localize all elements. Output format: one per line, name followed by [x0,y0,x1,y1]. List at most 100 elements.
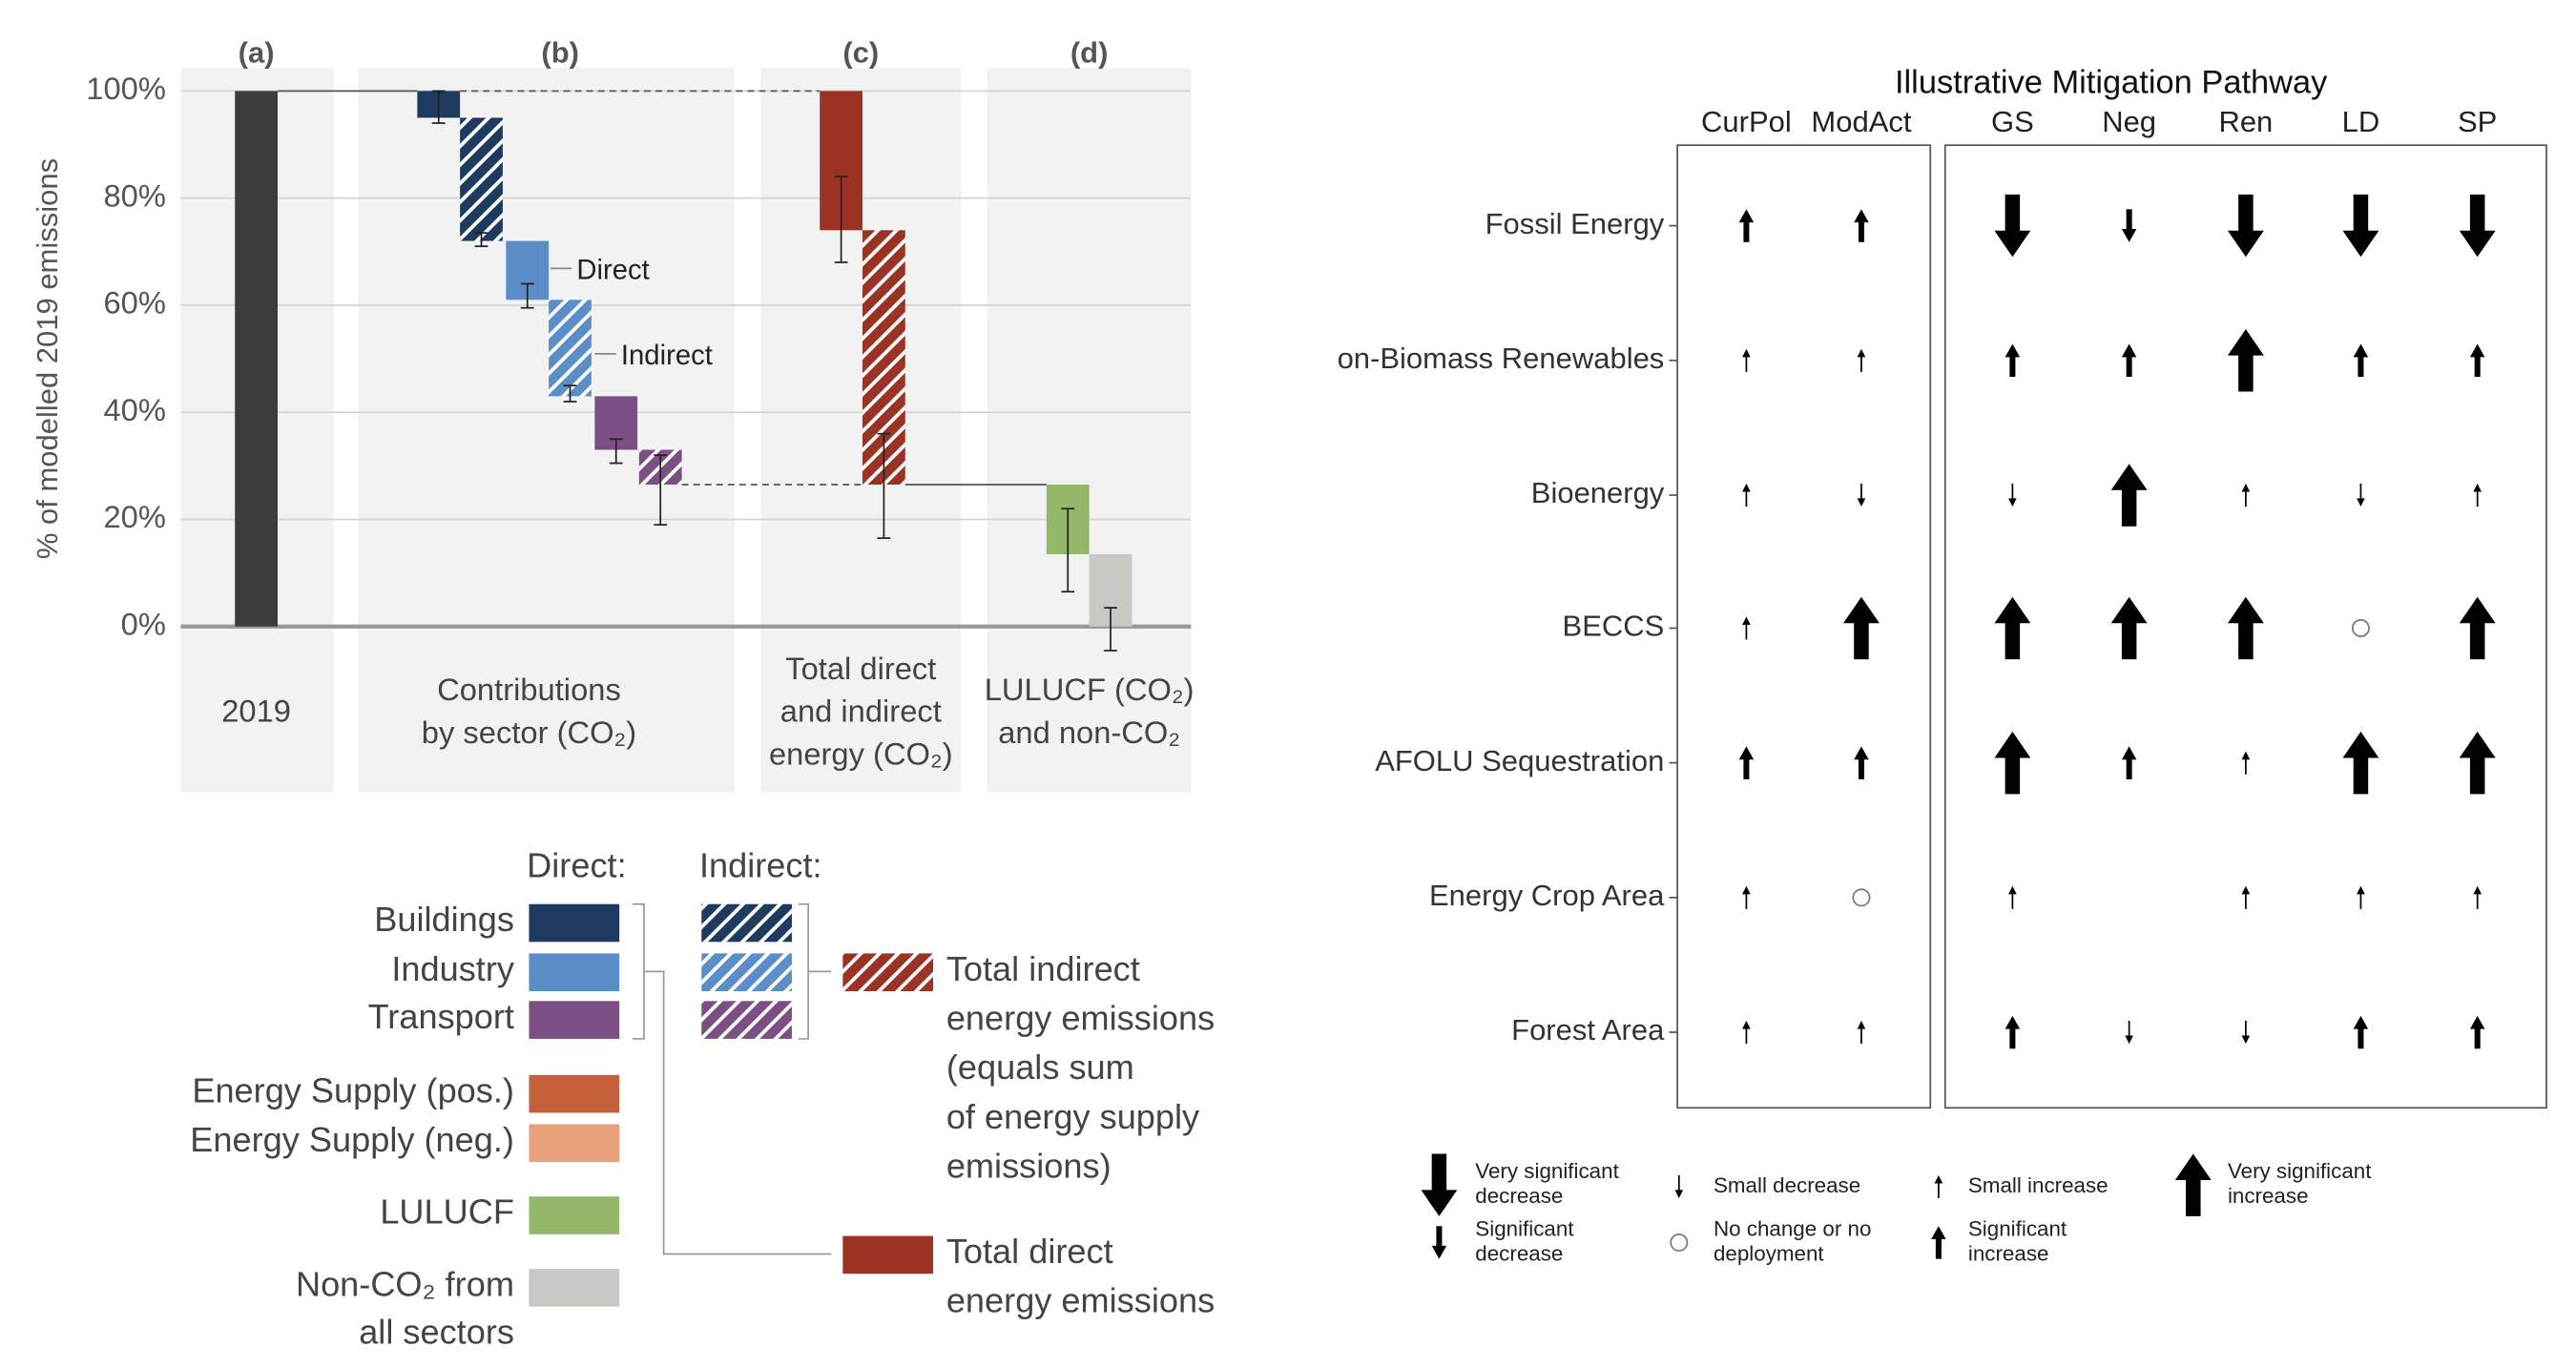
matrix-title: Illustrative Mitigation Pathway [1895,65,2328,101]
legend-title: Direct: [527,845,626,884]
increase-arrow [2342,731,2379,795]
decrease-arrow [2342,194,2379,258]
decrease-arrow [2125,1020,2133,1045]
y-tick-label: 80% [103,177,165,213]
column-label: Neg [2102,105,2156,138]
panel-bg [987,68,1192,793]
error-bar [834,176,848,263]
row-label: Bioenergy [1531,476,1665,509]
increase-arrow [1738,209,1755,242]
column-label: ModAct [1811,105,1911,138]
error-bar [609,438,623,465]
bar [235,91,279,627]
legend-swatch [529,1124,620,1163]
error-bar [474,232,488,248]
column-label: GS [1991,105,2034,138]
legend-label: Energy Supply (pos.) [192,1070,514,1109]
panel-backgrounds [180,68,1192,793]
legend-label: increase [2228,1184,2309,1208]
y-tick-label: 100% [86,71,166,106]
legend-label: LULUCF [380,1192,514,1232]
bracket [798,902,810,1040]
increase-arrow [2357,885,2365,909]
y-tick-label: 20% [103,499,165,534]
error-bar [431,90,446,124]
increase-arrow [2353,343,2369,377]
increase-arrow [1738,746,1755,779]
group-label: LULUCF (CO₂) [985,672,1195,707]
panel-label: (a) [239,36,275,70]
increase-arrow [2005,343,2021,377]
increase-arrow [2008,885,2017,909]
decrease-arrow [2008,483,2017,508]
group-label: 2019 [221,694,291,729]
increase-arrow [1934,1174,1943,1198]
legend-swatch [842,953,934,992]
legend-swatch-indirect [701,1001,792,1039]
matrix-box [1676,144,1932,1109]
increase-arrow [1857,348,1866,372]
increase-arrow [2241,483,2251,508]
decrease-arrow [2121,209,2137,242]
legend-label: Buildings [374,900,514,939]
increase-arrow [1931,1226,1946,1259]
legend-label: No change or no [1714,1216,1871,1240]
matrix-box [1943,144,2547,1109]
annotation: Direct [576,256,649,286]
legend-swatch [529,953,620,992]
increase-arrow [1994,596,2031,660]
increase-arrow [1742,483,1751,508]
decrease-arrow [1994,194,2031,258]
legend-label: Very significant [1475,1159,1619,1183]
increase-arrow [2473,483,2482,508]
increase-arrow [1994,731,2031,795]
increase-arrow [2227,329,2264,392]
row-label: AFOLU Sequestration [1375,744,1664,777]
increase-arrow [2121,746,2137,779]
group-label: energy (CO₂) [769,736,953,771]
decrease-arrow [1674,1174,1684,1198]
panel-bg [358,68,735,793]
increase-arrow [2469,1015,2485,1049]
increase-arrow [2469,343,2485,377]
legend-label: Very significant [2228,1159,2372,1183]
error-bar [1104,607,1117,652]
increase-arrow [2110,596,2148,660]
group-label: and indirect [780,694,942,729]
row-label: BECCS [1563,610,1665,643]
legend-label: energy emissions [946,999,1215,1038]
legend-swatch [529,1196,620,1234]
decrease-arrow [1431,1226,1447,1259]
decrease-arrow [2227,194,2264,258]
row-label: Energy Crop Area [1429,879,1665,912]
error-bar [877,432,891,539]
decrease-arrow [1857,483,1866,508]
decrease-arrow [1421,1153,1458,1216]
panel-label: (c) [842,36,879,70]
legend-swatch [529,1269,620,1307]
legend-label: Significant [1475,1216,1574,1240]
increase-arrow [1742,885,1751,909]
bar [549,300,592,397]
legend-label: Total direct [946,1232,1113,1271]
legend-swatch [529,1001,620,1039]
error-bar [520,282,534,309]
no-change-symbol [2351,618,2370,637]
increase-arrow [2110,464,2148,527]
row-label: Fossil Energy [1485,207,1665,240]
group-label: Total direct [785,651,936,686]
y-tick-label: 60% [103,285,165,321]
legend-label: (equals sum [946,1047,1134,1087]
legend-label: energy emissions [946,1281,1215,1320]
column-label: Ren [2218,105,2273,138]
no-change-symbol [1670,1233,1689,1252]
legend-label: all sectors [359,1312,514,1351]
increase-arrow [1742,1020,1751,1045]
increase-arrow [1742,616,1751,640]
increase-arrow [2241,751,2251,775]
increase-arrow [2241,885,2251,909]
increase-arrow [1857,1020,1866,1045]
legend-label: of energy supply [946,1097,1199,1136]
error-bar [563,384,577,403]
